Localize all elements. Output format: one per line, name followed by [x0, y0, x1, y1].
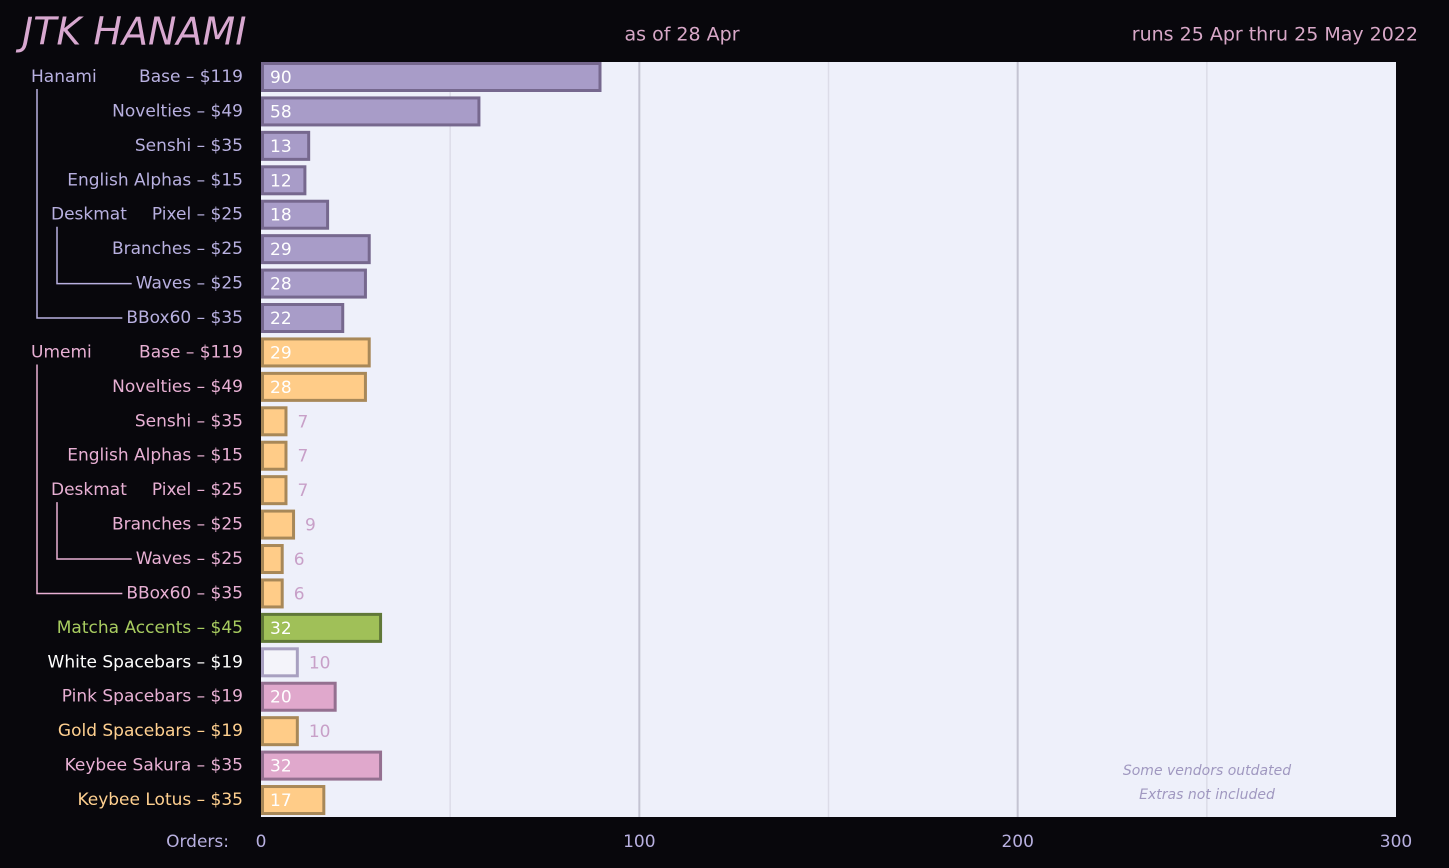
category-label: Novelties – $49 [112, 101, 243, 121]
x-tick-label: 300 [1380, 832, 1412, 852]
value-label: 6 [294, 584, 305, 604]
bar [261, 337, 371, 368]
bar [261, 647, 299, 678]
category-label: White Spacebars – $19 [48, 652, 243, 672]
bar [261, 96, 481, 127]
group-label: Deskmat [51, 205, 127, 225]
value-label: 32 [270, 757, 292, 777]
category-label: Waves – $25 [136, 274, 243, 294]
category-label: Senshi – $35 [135, 411, 243, 431]
value-label: 7 [297, 481, 308, 501]
category-label: Waves – $25 [136, 549, 243, 569]
category-label: English Alphas – $15 [67, 446, 243, 466]
bar [261, 716, 299, 747]
category-label: Base – $119 [139, 67, 243, 87]
bar [261, 578, 284, 609]
value-label: 20 [270, 688, 292, 708]
category-label: Pixel – $25 [152, 205, 243, 225]
bar [261, 440, 288, 471]
date-range: runs 25 Apr thru 25 May 2022 [1132, 24, 1418, 46]
group-bracket [56, 502, 132, 560]
value-label: 29 [270, 343, 292, 363]
group-label: Deskmat [51, 480, 127, 500]
subtitle: as of 28 Apr [624, 24, 739, 46]
bar [261, 509, 296, 540]
value-label: 17 [270, 791, 292, 811]
bar [261, 130, 311, 161]
category-label: BBox60 – $35 [126, 583, 243, 603]
bar [261, 612, 383, 643]
bar [261, 62, 602, 92]
annotation: Some vendors outdated [1123, 763, 1291, 779]
category-label: Pink Spacebars – $19 [62, 687, 243, 707]
category-label: Base – $119 [139, 342, 243, 362]
bar [261, 268, 367, 299]
bar [261, 303, 345, 334]
value-label: 13 [270, 137, 292, 157]
value-label: 7 [297, 412, 308, 432]
category-label: Keybee Lotus – $35 [77, 790, 243, 810]
x-axis-label: Orders: [166, 832, 229, 852]
category-label: Novelties – $49 [112, 377, 243, 397]
value-label: 18 [270, 206, 292, 226]
bar [261, 785, 326, 816]
x-tick-label: 0 [256, 832, 267, 852]
group-bracket [36, 89, 123, 319]
bar [261, 544, 284, 575]
category-label: Pixel – $25 [152, 480, 243, 500]
category-label: Keybee Sakura – $35 [65, 756, 243, 776]
x-tick-label: 200 [1001, 832, 1033, 852]
value-label: 22 [270, 309, 292, 329]
bar [261, 750, 383, 781]
grid [449, 62, 1208, 817]
category-label: Gold Spacebars – $19 [58, 721, 243, 741]
chart-title: JTK HANAMI [15, 10, 246, 54]
value-label: 28 [270, 275, 292, 295]
group-label: Umemi [31, 342, 92, 362]
group-bracket [36, 364, 123, 595]
category-label: English Alphas – $15 [67, 170, 243, 190]
value-label: 28 [270, 378, 292, 398]
value-label: 6 [294, 550, 305, 570]
value-label: 58 [270, 102, 292, 122]
category-label: Senshi – $35 [135, 136, 243, 156]
value-label: 10 [309, 722, 331, 742]
annotation: Extras not included [1139, 787, 1275, 803]
category-label: Branches – $25 [112, 515, 243, 535]
group-bracket [56, 226, 132, 285]
group-label: Hanami [31, 67, 97, 87]
value-label: 32 [270, 619, 292, 639]
bar [261, 199, 330, 230]
bar [261, 165, 307, 196]
value-label: 29 [270, 240, 292, 260]
bar [261, 475, 288, 506]
category-label: BBox60 – $35 [126, 308, 243, 328]
value-label: 12 [270, 171, 292, 191]
bar [261, 234, 371, 265]
value-label: 90 [270, 68, 292, 88]
bar [261, 406, 288, 437]
value-label: 9 [305, 516, 316, 536]
category-label: Branches – $25 [112, 239, 243, 259]
bar [261, 681, 337, 712]
bar [261, 371, 367, 402]
category-label: Matcha Accents – $45 [57, 618, 243, 638]
value-label: 7 [297, 447, 308, 467]
x-tick-label: 100 [623, 832, 655, 852]
value-label: 10 [309, 653, 331, 673]
